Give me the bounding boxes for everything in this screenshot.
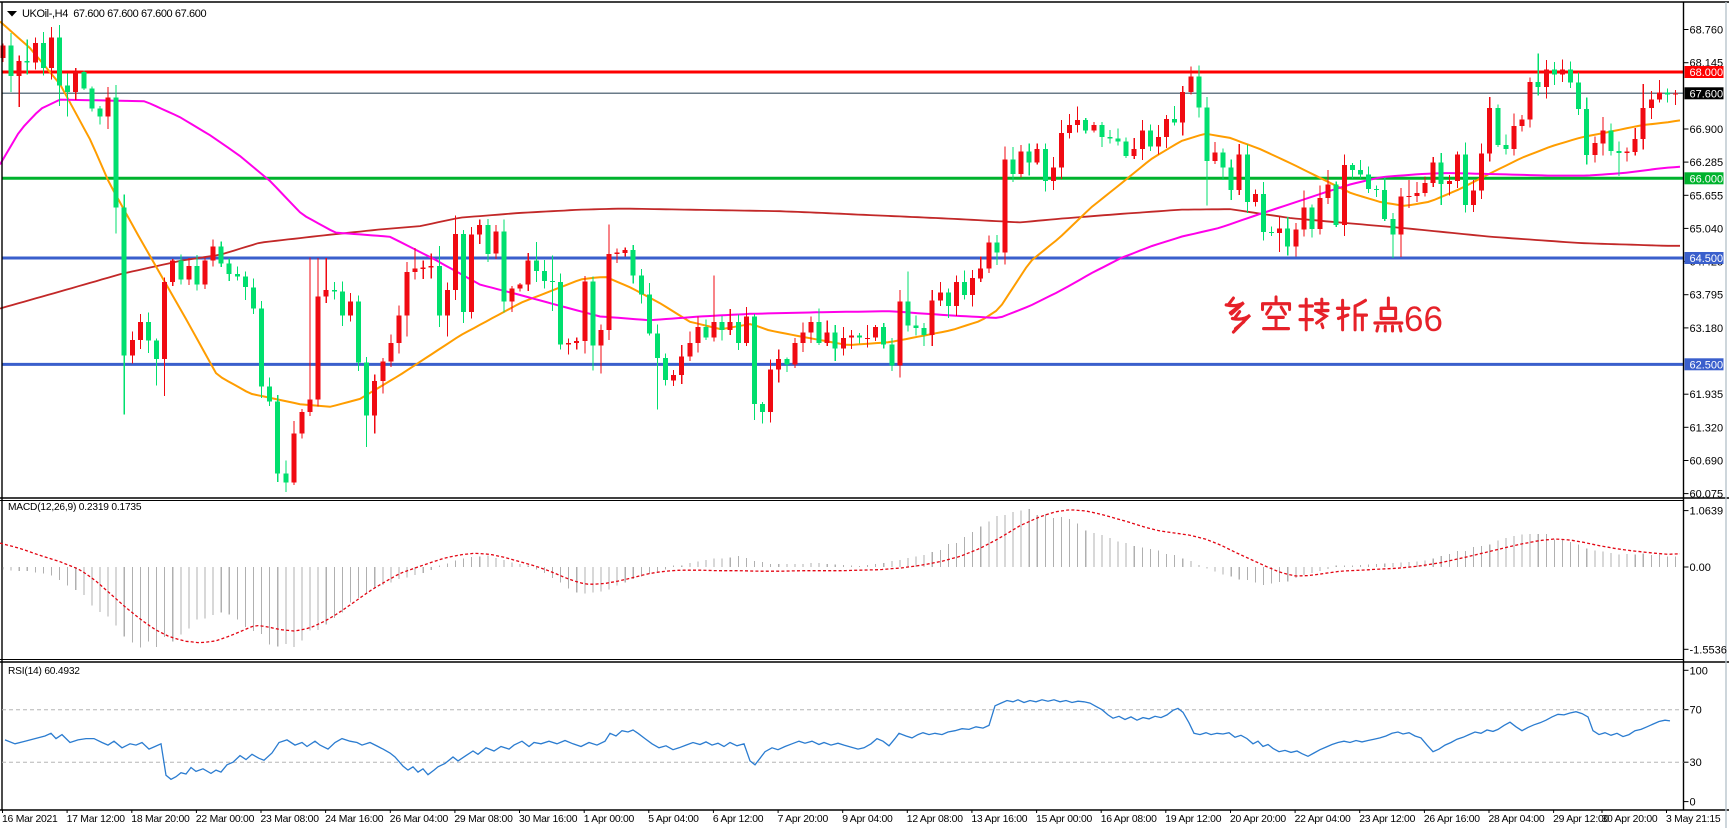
svg-text:28 Apr 04:00: 28 Apr 04:00 xyxy=(1489,814,1545,825)
svg-text:1 Apr 00:00: 1 Apr 00:00 xyxy=(584,814,635,825)
svg-text:100: 100 xyxy=(1690,665,1708,677)
svg-text:20 Apr 20:00: 20 Apr 20:00 xyxy=(1230,814,1286,825)
svg-text:66.000: 66.000 xyxy=(1690,173,1724,185)
svg-text:22 Apr 04:00: 22 Apr 04:00 xyxy=(1295,814,1351,825)
svg-text:22 Mar 00:00: 22 Mar 00:00 xyxy=(196,814,255,825)
svg-text:63.795: 63.795 xyxy=(1690,290,1724,302)
svg-text:24 Mar 16:00: 24 Mar 16:00 xyxy=(325,814,384,825)
svg-text:23 Mar 08:00: 23 Mar 08:00 xyxy=(261,814,320,825)
svg-text:30: 30 xyxy=(1690,757,1702,769)
svg-text:9 Apr 04:00: 9 Apr 04:00 xyxy=(842,814,893,825)
svg-text:18 Mar 20:00: 18 Mar 20:00 xyxy=(131,814,190,825)
svg-text:0: 0 xyxy=(1690,797,1696,809)
svg-text:66.900: 66.900 xyxy=(1690,124,1724,136)
svg-text:13 Apr 16:00: 13 Apr 16:00 xyxy=(971,814,1027,825)
svg-text:0.00: 0.00 xyxy=(1690,562,1711,574)
svg-text:30 Apr 20:00: 30 Apr 20:00 xyxy=(1602,814,1658,825)
svg-text:62.500: 62.500 xyxy=(1690,359,1724,371)
svg-text:1.0639: 1.0639 xyxy=(1690,506,1724,518)
svg-text:65.040: 65.040 xyxy=(1690,223,1724,235)
svg-text:16 Apr 08:00: 16 Apr 08:00 xyxy=(1101,814,1157,825)
svg-text:RSI(14) 60.4932: RSI(14) 60.4932 xyxy=(8,666,80,677)
svg-text:61.320: 61.320 xyxy=(1690,422,1724,434)
svg-text:64.500: 64.500 xyxy=(1690,253,1724,265)
svg-text:67.600: 67.600 xyxy=(1690,88,1724,100)
svg-text:63.180: 63.180 xyxy=(1690,323,1724,335)
svg-text:15 Apr 00:00: 15 Apr 00:00 xyxy=(1036,814,1092,825)
svg-text:29 Apr 12:00: 29 Apr 12:00 xyxy=(1553,814,1609,825)
svg-text:17 Mar 12:00: 17 Mar 12:00 xyxy=(67,814,126,825)
svg-text:3 May 21:15: 3 May 21:15 xyxy=(1666,814,1721,825)
svg-text:61.935: 61.935 xyxy=(1690,389,1724,401)
svg-text:65.655: 65.655 xyxy=(1690,190,1724,202)
svg-text:7 Apr 20:00: 7 Apr 20:00 xyxy=(778,814,829,825)
svg-text:MACD(12,26,9) 0.2319 0.1735: MACD(12,26,9) 0.2319 0.1735 xyxy=(8,502,142,513)
svg-text:12 Apr 08:00: 12 Apr 08:00 xyxy=(907,814,963,825)
svg-text:66: 66 xyxy=(1404,300,1443,339)
svg-text:66.285: 66.285 xyxy=(1690,157,1724,169)
svg-text:6 Apr 12:00: 6 Apr 12:00 xyxy=(713,814,764,825)
svg-text:70: 70 xyxy=(1690,705,1702,717)
svg-text:-1.5536: -1.5536 xyxy=(1690,644,1727,656)
svg-text:60.690: 60.690 xyxy=(1690,456,1724,468)
svg-text:30 Mar 16:00: 30 Mar 16:00 xyxy=(519,814,578,825)
svg-text:16 Mar 2021: 16 Mar 2021 xyxy=(2,814,58,825)
svg-text:UKOil-,H4 67.600 67.600 67.60: UKOil-,H4 67.600 67.600 67.600 67.600 xyxy=(22,8,206,20)
svg-text:29 Mar 08:00: 29 Mar 08:00 xyxy=(454,814,513,825)
svg-text:68.760: 68.760 xyxy=(1690,25,1724,37)
svg-text:26 Apr 16:00: 26 Apr 16:00 xyxy=(1424,814,1480,825)
svg-text:26 Mar 04:00: 26 Mar 04:00 xyxy=(390,814,449,825)
svg-text:23 Apr 12:00: 23 Apr 12:00 xyxy=(1359,814,1415,825)
svg-text:19 Apr 12:00: 19 Apr 12:00 xyxy=(1165,814,1221,825)
svg-text:60.075: 60.075 xyxy=(1690,489,1724,501)
svg-text:68.000: 68.000 xyxy=(1690,67,1724,79)
svg-text:5 Apr 04:00: 5 Apr 04:00 xyxy=(648,814,699,825)
